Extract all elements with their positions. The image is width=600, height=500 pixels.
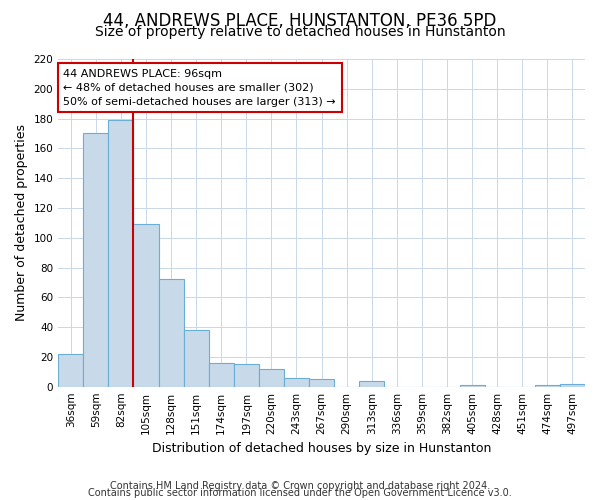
Bar bbox=[309, 379, 334, 386]
Bar bbox=[284, 378, 309, 386]
Bar bbox=[209, 363, 234, 386]
Bar bbox=[83, 134, 109, 386]
Text: 44 ANDREWS PLACE: 96sqm
← 48% of detached houses are smaller (302)
50% of semi-d: 44 ANDREWS PLACE: 96sqm ← 48% of detache… bbox=[64, 69, 336, 107]
Bar bbox=[234, 364, 259, 386]
Bar bbox=[359, 380, 385, 386]
Bar bbox=[560, 384, 585, 386]
Bar bbox=[535, 385, 560, 386]
Bar bbox=[259, 369, 284, 386]
Bar bbox=[158, 280, 184, 386]
Text: Size of property relative to detached houses in Hunstanton: Size of property relative to detached ho… bbox=[95, 25, 505, 39]
Y-axis label: Number of detached properties: Number of detached properties bbox=[15, 124, 28, 322]
Bar bbox=[109, 120, 133, 386]
Text: Contains public sector information licensed under the Open Government Licence v3: Contains public sector information licen… bbox=[88, 488, 512, 498]
Bar bbox=[58, 354, 83, 386]
X-axis label: Distribution of detached houses by size in Hunstanton: Distribution of detached houses by size … bbox=[152, 442, 491, 455]
Text: 44, ANDREWS PLACE, HUNSTANTON, PE36 5PD: 44, ANDREWS PLACE, HUNSTANTON, PE36 5PD bbox=[103, 12, 497, 30]
Text: Contains HM Land Registry data © Crown copyright and database right 2024.: Contains HM Land Registry data © Crown c… bbox=[110, 481, 490, 491]
Bar bbox=[133, 224, 158, 386]
Bar bbox=[460, 385, 485, 386]
Bar bbox=[184, 330, 209, 386]
